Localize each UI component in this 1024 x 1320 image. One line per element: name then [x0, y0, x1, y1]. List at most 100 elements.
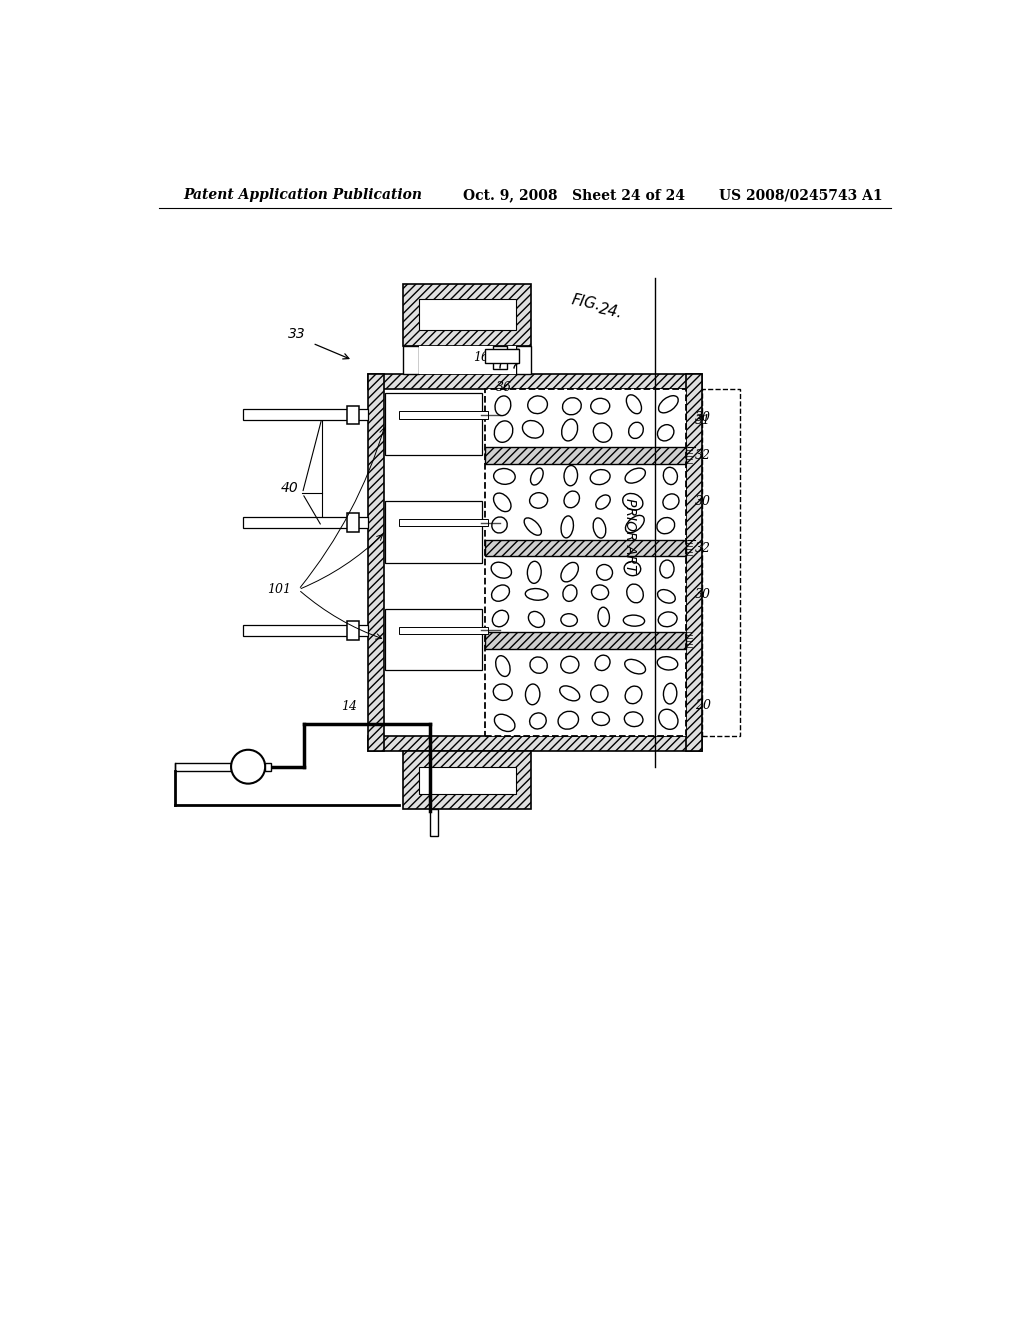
Ellipse shape: [558, 711, 579, 729]
Bar: [399, 519, 488, 527]
Ellipse shape: [561, 656, 579, 673]
Bar: [346, 405, 359, 424]
Ellipse shape: [596, 495, 610, 510]
Bar: [484, 389, 686, 447]
Ellipse shape: [658, 709, 678, 730]
Ellipse shape: [598, 607, 609, 627]
Text: 36: 36: [496, 381, 512, 395]
Ellipse shape: [625, 660, 645, 675]
Bar: [403, 751, 531, 809]
Ellipse shape: [530, 469, 543, 484]
Ellipse shape: [495, 714, 515, 731]
Circle shape: [231, 750, 265, 784]
Bar: [385, 502, 482, 562]
Ellipse shape: [629, 422, 643, 438]
Ellipse shape: [496, 656, 510, 676]
Bar: [493, 346, 507, 368]
Ellipse shape: [593, 422, 611, 442]
Ellipse shape: [663, 494, 679, 510]
Ellipse shape: [561, 418, 578, 441]
Ellipse shape: [593, 517, 606, 539]
Ellipse shape: [627, 583, 643, 603]
Bar: [385, 609, 482, 671]
Ellipse shape: [656, 517, 675, 533]
Ellipse shape: [529, 492, 548, 508]
Ellipse shape: [657, 656, 678, 671]
Ellipse shape: [591, 399, 609, 414]
Ellipse shape: [494, 494, 511, 512]
Bar: [484, 632, 686, 649]
Ellipse shape: [625, 561, 641, 576]
Text: PRIOR ART: PRIOR ART: [624, 499, 637, 573]
Bar: [243, 517, 369, 528]
Bar: [686, 374, 701, 751]
Ellipse shape: [562, 397, 582, 414]
Ellipse shape: [657, 590, 675, 603]
Bar: [484, 350, 519, 363]
Ellipse shape: [623, 494, 643, 510]
Text: US 2008/0245743 A1: US 2008/0245743 A1: [719, 189, 882, 202]
Ellipse shape: [625, 469, 645, 483]
Bar: [484, 649, 686, 737]
Text: 14: 14: [341, 700, 357, 713]
Ellipse shape: [493, 610, 509, 627]
Ellipse shape: [664, 684, 677, 704]
Ellipse shape: [626, 686, 642, 704]
Bar: [515, 346, 531, 374]
Ellipse shape: [492, 517, 507, 533]
Text: 30: 30: [695, 495, 712, 508]
Ellipse shape: [492, 562, 512, 578]
Ellipse shape: [659, 560, 674, 578]
Bar: [484, 557, 686, 632]
Text: 33: 33: [288, 327, 306, 341]
Bar: [174, 763, 231, 771]
Bar: [419, 346, 515, 374]
Bar: [515, 751, 531, 809]
Text: Patent Application Publication: Patent Application Publication: [183, 189, 423, 202]
Bar: [484, 447, 686, 465]
Ellipse shape: [592, 711, 609, 726]
Ellipse shape: [658, 396, 678, 413]
Text: 31: 31: [695, 413, 712, 426]
Ellipse shape: [627, 395, 641, 413]
Ellipse shape: [625, 711, 643, 726]
Text: 24.: 24.: [597, 301, 624, 321]
Ellipse shape: [495, 396, 511, 416]
Bar: [484, 465, 686, 540]
Bar: [484, 540, 686, 557]
Bar: [399, 411, 488, 418]
Ellipse shape: [525, 589, 548, 601]
Bar: [369, 737, 701, 751]
Ellipse shape: [590, 470, 610, 484]
Bar: [403, 284, 531, 346]
Ellipse shape: [561, 614, 578, 627]
Ellipse shape: [664, 467, 678, 484]
Text: 101: 101: [267, 583, 291, 597]
Ellipse shape: [563, 585, 577, 602]
Bar: [399, 627, 488, 635]
Text: FIG.: FIG.: [569, 293, 602, 314]
Ellipse shape: [658, 612, 677, 627]
Bar: [385, 393, 482, 455]
Text: 32: 32: [695, 449, 712, 462]
Ellipse shape: [560, 686, 580, 701]
Ellipse shape: [492, 585, 510, 601]
Text: Oct. 9, 2008   Sheet 24 of 24: Oct. 9, 2008 Sheet 24 of 24: [463, 189, 685, 202]
Ellipse shape: [527, 561, 542, 583]
Ellipse shape: [561, 516, 573, 537]
Ellipse shape: [591, 685, 608, 702]
Text: 30: 30: [695, 587, 712, 601]
Text: 30: 30: [695, 412, 712, 425]
Text: 40: 40: [281, 480, 298, 495]
Ellipse shape: [592, 585, 608, 599]
Bar: [243, 409, 369, 420]
Bar: [419, 300, 515, 330]
Ellipse shape: [529, 657, 547, 673]
Bar: [346, 622, 359, 640]
Bar: [369, 374, 701, 389]
Bar: [701, 389, 740, 737]
Bar: [484, 389, 686, 737]
Ellipse shape: [597, 565, 612, 581]
Ellipse shape: [495, 421, 513, 442]
Ellipse shape: [529, 713, 546, 729]
